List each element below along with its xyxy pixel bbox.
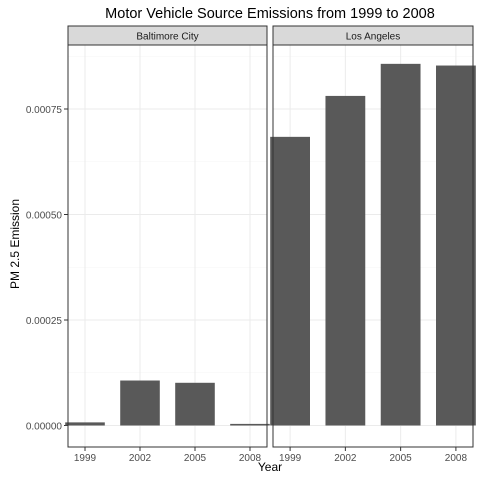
x-tick-label: 2008 <box>445 453 468 464</box>
bar <box>175 382 215 426</box>
x-tick-label: 2005 <box>390 453 413 464</box>
panel-background <box>68 45 267 447</box>
y-tick-label: 0.00075 <box>26 105 63 116</box>
y-tick-label: 0.00000 <box>26 422 63 433</box>
bar <box>436 65 476 426</box>
y-tick-label: 0.00050 <box>26 211 63 222</box>
x-tick-label: 2008 <box>239 453 262 464</box>
panel-border <box>272 44 474 448</box>
facet-panel: Los Angeles 1999 2002 2005 2008 <box>270 25 476 464</box>
x-tick-label: 2005 <box>184 453 207 464</box>
y-axis-ticks: 0.00000 0.00025 0.00050 0.00075 <box>26 105 68 433</box>
x-tick-label: 2002 <box>334 453 357 464</box>
bar <box>230 423 270 426</box>
facet-strip-label: Baltimore City <box>136 32 198 43</box>
x-tick-label: 2002 <box>129 453 152 464</box>
chart-title: Motor Vehicle Source Emissions from 1999… <box>105 6 435 22</box>
y-axis-label: PM 2.5 Emission <box>8 199 22 289</box>
facet-panel: Baltimore City 1999 2002 2005 2008 <box>65 25 270 464</box>
y-tick-label: 0.00025 <box>26 316 63 327</box>
bar <box>270 136 310 426</box>
bar <box>380 63 421 426</box>
facet-strip-label: Los Angeles <box>346 32 401 43</box>
panel-border <box>67 44 268 448</box>
bar <box>120 380 160 426</box>
bar <box>65 422 105 426</box>
x-tick-label: 1999 <box>74 453 97 464</box>
x-axis-label: Year <box>258 460 282 474</box>
bar <box>325 95 366 426</box>
x-tick-label: 1999 <box>279 453 302 464</box>
